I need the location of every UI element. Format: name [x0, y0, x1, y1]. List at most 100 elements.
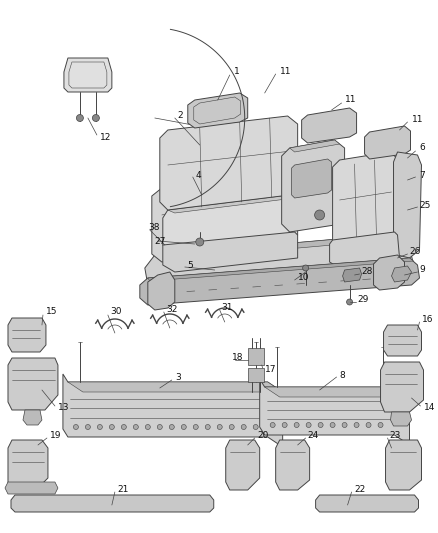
Polygon shape [155, 235, 389, 260]
Text: 15: 15 [46, 308, 57, 317]
Text: 6: 6 [420, 143, 425, 152]
Polygon shape [343, 268, 361, 282]
Polygon shape [64, 58, 112, 92]
Text: 3: 3 [175, 374, 180, 383]
Polygon shape [160, 116, 298, 210]
Text: 19: 19 [50, 431, 61, 440]
Polygon shape [364, 126, 410, 159]
Circle shape [306, 423, 311, 427]
Polygon shape [393, 152, 421, 258]
Circle shape [121, 424, 126, 430]
Circle shape [303, 265, 309, 271]
Circle shape [253, 424, 258, 430]
Polygon shape [168, 195, 295, 213]
Circle shape [170, 424, 174, 430]
Circle shape [294, 423, 299, 427]
Circle shape [378, 423, 383, 427]
Polygon shape [332, 152, 399, 248]
Text: 24: 24 [307, 431, 319, 440]
Polygon shape [148, 272, 175, 310]
Circle shape [92, 115, 99, 122]
Polygon shape [248, 368, 264, 382]
Polygon shape [302, 108, 357, 143]
Circle shape [97, 424, 102, 430]
Polygon shape [8, 358, 58, 410]
Circle shape [314, 210, 325, 220]
Text: 1: 1 [234, 68, 240, 77]
Circle shape [74, 424, 78, 430]
Text: 30: 30 [110, 308, 121, 317]
Polygon shape [381, 362, 424, 412]
Text: 22: 22 [355, 486, 366, 495]
Text: 31: 31 [222, 303, 233, 312]
Polygon shape [290, 140, 339, 152]
Circle shape [181, 424, 186, 430]
Circle shape [270, 423, 275, 427]
Polygon shape [23, 410, 42, 425]
Text: 25: 25 [420, 200, 431, 209]
Polygon shape [8, 318, 46, 352]
Polygon shape [276, 440, 310, 490]
Circle shape [346, 299, 353, 305]
Text: 11: 11 [345, 95, 356, 104]
Text: 9: 9 [420, 265, 425, 274]
Circle shape [110, 424, 114, 430]
Polygon shape [374, 255, 405, 290]
Polygon shape [63, 374, 283, 447]
Circle shape [318, 423, 323, 427]
Circle shape [196, 238, 204, 246]
Circle shape [354, 423, 359, 427]
Polygon shape [392, 266, 412, 282]
Polygon shape [316, 495, 418, 512]
Text: 11: 11 [412, 116, 423, 125]
Polygon shape [152, 182, 195, 262]
Circle shape [217, 424, 222, 430]
Polygon shape [163, 195, 298, 252]
Polygon shape [163, 232, 298, 272]
Circle shape [229, 424, 234, 430]
Text: 23: 23 [389, 431, 401, 440]
Polygon shape [188, 93, 248, 128]
Circle shape [366, 423, 371, 427]
Circle shape [330, 423, 335, 427]
Text: 13: 13 [58, 403, 70, 413]
Text: 10: 10 [298, 273, 309, 282]
Text: 32: 32 [166, 305, 177, 314]
Text: 20: 20 [258, 431, 269, 440]
Polygon shape [5, 482, 58, 494]
Text: 18: 18 [232, 353, 243, 362]
Polygon shape [68, 382, 283, 392]
Text: 11: 11 [280, 68, 291, 77]
Circle shape [76, 115, 83, 122]
Polygon shape [265, 387, 410, 397]
Polygon shape [260, 379, 410, 445]
Text: 12: 12 [100, 133, 111, 142]
Circle shape [193, 424, 198, 430]
Polygon shape [11, 495, 214, 512]
Circle shape [85, 424, 90, 430]
Polygon shape [140, 258, 420, 305]
Polygon shape [330, 232, 399, 268]
Text: 27: 27 [155, 238, 166, 246]
Polygon shape [282, 140, 345, 232]
Circle shape [342, 423, 347, 427]
Polygon shape [384, 325, 421, 356]
Text: 38: 38 [148, 223, 159, 232]
Polygon shape [8, 440, 48, 490]
Polygon shape [226, 440, 260, 490]
Text: 7: 7 [420, 171, 425, 180]
Circle shape [241, 424, 246, 430]
Text: 4: 4 [196, 171, 201, 180]
Polygon shape [148, 258, 413, 281]
Polygon shape [348, 210, 398, 280]
Text: 28: 28 [361, 268, 373, 277]
Circle shape [157, 424, 162, 430]
Polygon shape [145, 235, 414, 295]
Polygon shape [391, 412, 412, 426]
Text: 5: 5 [188, 261, 194, 270]
Text: 26: 26 [410, 247, 421, 256]
Text: 21: 21 [118, 486, 129, 495]
Circle shape [145, 424, 150, 430]
Polygon shape [292, 159, 332, 198]
Text: 8: 8 [339, 370, 345, 379]
